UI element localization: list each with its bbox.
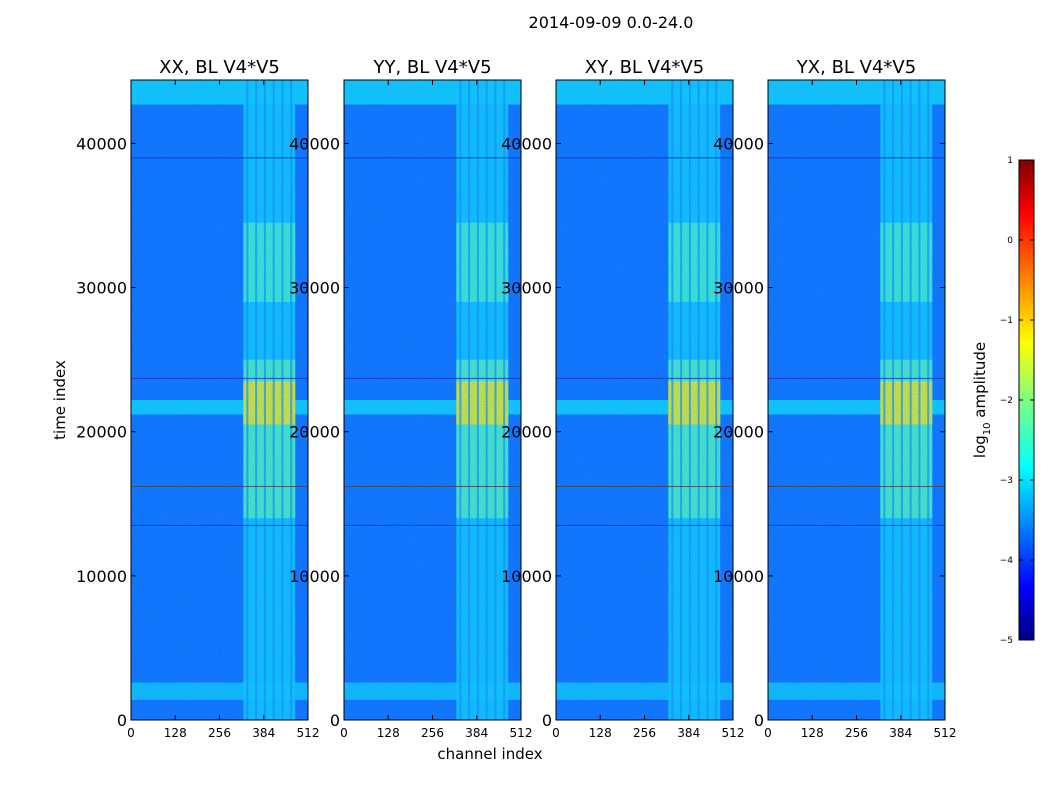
y-tick-label: 0: [330, 711, 340, 730]
x-tick-label: 256: [633, 726, 656, 740]
y-tick-label: 30000: [76, 279, 127, 298]
panel-title: YX, BL V4*V5: [796, 57, 916, 78]
y-tick-label: 30000: [501, 279, 552, 298]
y-tick-label: 30000: [289, 279, 340, 298]
x-tick-label: 256: [421, 726, 444, 740]
figure-suptitle: 2014-09-09 0.0-24.0: [529, 13, 694, 32]
y-tick-label: 20000: [76, 423, 127, 442]
noise-overlay: [344, 80, 521, 720]
noise-overlay: [131, 80, 308, 720]
colorbar-ticks: 1 0 −1 −2 −3 −4 −5: [1000, 156, 1034, 646]
x-tick-label: 0: [127, 726, 135, 740]
panel-1: YY, BL V4*V5 0 128 256 384 512 0 10000 20000 3000…: [289, 57, 532, 740]
colorbar-tick-label: −1: [1000, 316, 1013, 326]
noise-overlay: [556, 80, 733, 720]
noise-overlay: [768, 80, 945, 720]
x-axis-label: channel index: [437, 745, 542, 763]
y-tick-label: 0: [117, 711, 127, 730]
y-tick-label: 10000: [289, 567, 340, 586]
colorbar-label-main: log: [971, 435, 989, 458]
y-tick-label: 10000: [713, 567, 764, 586]
colorbar-tick-label: 0: [1007, 236, 1013, 246]
panels: XX, BL V4*V5 0 128 256 384 512 0 10000 20000 3000…: [76, 57, 956, 740]
panel-2: XY, BL V4*V5 0 128 256 384 512 0 10000 20000 3000…: [501, 57, 744, 740]
x-tick-label: 128: [801, 726, 824, 740]
colorbar-tick-label: −3: [1000, 476, 1013, 486]
x-tick-label: 384: [889, 726, 912, 740]
x-tick-label: 128: [589, 726, 612, 740]
x-tick-label: 0: [340, 726, 348, 740]
x-tick-label: 512: [934, 726, 957, 740]
x-tick-label: 128: [164, 726, 187, 740]
panel-title: XY, BL V4*V5: [585, 57, 704, 78]
x-tick-label: 256: [208, 726, 231, 740]
x-tick-label: 384: [677, 726, 700, 740]
y-tick-label: 0: [542, 711, 552, 730]
colorbar-tick-label: −2: [1000, 396, 1013, 406]
y-tick-label: 40000: [713, 134, 764, 153]
y-tick-label: 40000: [501, 134, 552, 153]
colorbar-tick-label: 1: [1007, 156, 1013, 166]
colorbar-label: log10 amplitude: [971, 342, 993, 458]
x-tick-label: 512: [297, 726, 320, 740]
panel-3: YX, BL V4*V5 0 128 256 384 512 0 10000 20000 3000…: [713, 57, 956, 740]
y-tick-label: 20000: [289, 423, 340, 442]
x-tick-label: 384: [465, 726, 488, 740]
x-tick-label: 512: [722, 726, 745, 740]
x-tick-label: 128: [377, 726, 400, 740]
x-tick-label: 0: [552, 726, 560, 740]
colorbar-label-sub: 10: [982, 422, 993, 435]
panel-title: XX, BL V4*V5: [159, 57, 280, 78]
y-tick-label: 10000: [76, 567, 127, 586]
x-tick-label: 512: [510, 726, 533, 740]
x-tick-label: 0: [764, 726, 772, 740]
colorbar-label-tail: amplitude: [971, 342, 989, 423]
y-axis-label: time index: [51, 360, 69, 440]
y-tick-label: 10000: [501, 567, 552, 586]
y-tick-label: 20000: [713, 423, 764, 442]
y-tick-label: 20000: [501, 423, 552, 442]
panel-0: XX, BL V4*V5 0 128 256 384 512 0 10000 20000 3000…: [76, 57, 319, 740]
x-tick-label: 256: [845, 726, 868, 740]
y-tick-label: 30000: [713, 279, 764, 298]
y-tick-label: 40000: [289, 134, 340, 153]
colorbar: 10−1−2−3−4−5 log10 amplitude: [971, 156, 1035, 646]
x-tick-label: 384: [252, 726, 275, 740]
colorbar-tick-label: −4: [1000, 556, 1014, 566]
y-tick-label: 40000: [76, 134, 127, 153]
panel-title: YY, BL V4*V5: [372, 57, 491, 78]
colorbar-tick-label: −5: [1000, 636, 1013, 646]
y-tick-label: 0: [754, 711, 764, 730]
